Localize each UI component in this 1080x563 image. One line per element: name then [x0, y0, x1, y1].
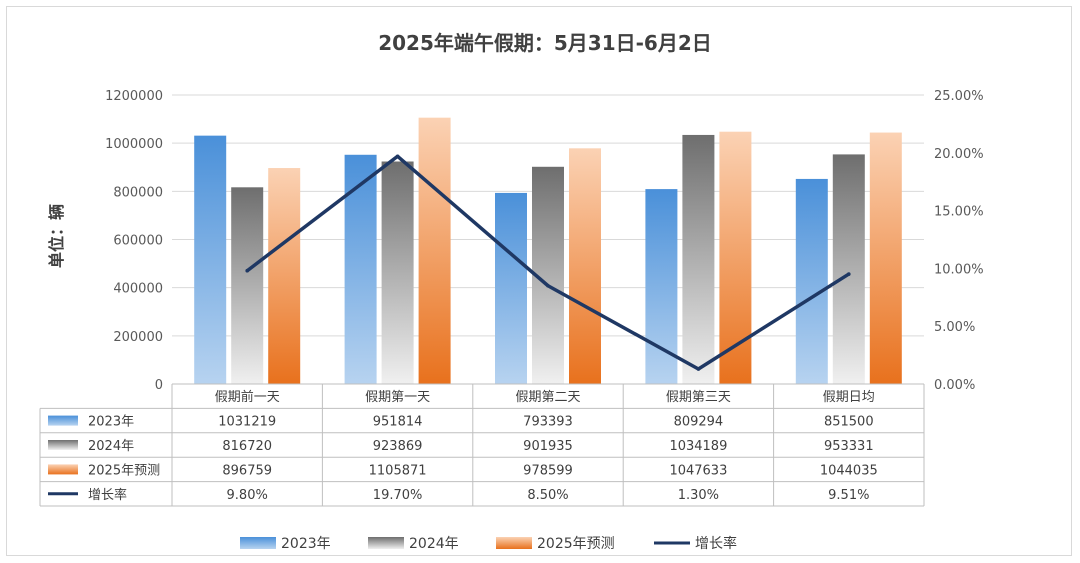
data-label: 9.80% [227, 488, 268, 503]
category-label: 假期第三天 [666, 390, 731, 405]
data-table: 假期前一天 假期第一天 假期第二天 假期第三天 假期日均 2023年 1031219 9518… [39, 383, 925, 507]
legend-label: 2024年 [409, 536, 459, 552]
y-tick-label: 600000 [113, 234, 163, 249]
growth-rate-point-2 [546, 283, 550, 288]
category-label: 假期前一天 [215, 389, 280, 405]
data-label: 978599 [523, 463, 573, 478]
growth-rate-point-0 [245, 268, 249, 273]
bar-0-1 [344, 154, 377, 384]
bar-0-3 [645, 189, 678, 384]
y2-tick-label: 20.00% [934, 147, 984, 162]
data-label: 19.70% [373, 488, 423, 503]
growth-rate-point-4 [847, 272, 851, 276]
growth-rate-point-1 [395, 154, 400, 159]
data-label: 1.30% [678, 488, 719, 503]
data-label: 793393 [523, 415, 573, 430]
y-tick-label: 800000 [113, 185, 163, 200]
bar-1-1 [381, 161, 414, 384]
y2-tick-label: 0.00% [934, 378, 975, 393]
data-label: 1034189 [669, 439, 727, 454]
legend-label: 增长率 [695, 535, 737, 552]
bar-0-2 [495, 192, 527, 384]
y2-tick-label: 5.00% [934, 320, 975, 335]
y-tick-label: 0 [155, 378, 163, 393]
data-label: 851500 [824, 415, 874, 430]
data-label: 901935 [523, 439, 573, 454]
bar-0-0 [194, 135, 227, 384]
y2-axis-ticks: 25.00% 20.00% 15.00% 10.00% 5.00% 0.00% [934, 89, 984, 393]
y-axis-ticks: 1200000 1000000 800000 600000 400000 200000 0 [105, 89, 163, 393]
growth-line [245, 154, 851, 371]
data-label: 809294 [674, 415, 724, 430]
data-label: 8.50% [527, 488, 568, 503]
bar-2-4 [869, 132, 902, 384]
y2-tick-label: 10.00% [934, 262, 984, 277]
table-key-2 [48, 464, 78, 475]
bar-0-4 [795, 178, 828, 384]
table-series-name: 2023年 [88, 415, 134, 430]
bar-2-0 [268, 168, 301, 384]
y-tick-label: 200000 [113, 330, 163, 345]
table-series-name: 2024年 [88, 439, 134, 454]
y2-tick-label: 15.00% [934, 205, 984, 220]
data-label: 953331 [824, 439, 874, 454]
legend-label: 2023年 [281, 536, 331, 552]
table-series-name: 增长率 [88, 487, 127, 503]
data-label: 951814 [373, 415, 423, 430]
category-label: 假期日均 [823, 390, 875, 405]
data-label: 1047633 [669, 463, 727, 478]
legend-key-0 [240, 537, 276, 549]
y-tick-label: 1200000 [105, 89, 163, 104]
category-label: 假期第一天 [365, 390, 430, 405]
data-label: 9.51% [828, 488, 869, 503]
table-series-name: 2025年预测 [88, 463, 160, 478]
y2-tick-label: 25.00% [934, 89, 984, 104]
legend-label: 2025年预测 [537, 536, 615, 552]
data-label: 923869 [373, 439, 423, 454]
category-label: 假期第二天 [515, 390, 580, 405]
bar-2-2 [569, 148, 601, 384]
growth-rate-point-3 [696, 367, 701, 371]
table-key-1 [48, 440, 78, 450]
bar-1-4 [832, 154, 865, 384]
legend-key-2 [496, 537, 532, 549]
bars [194, 117, 902, 384]
bar-2-3 [719, 131, 752, 384]
data-label: 1105871 [369, 463, 427, 478]
bar-2-1 [418, 117, 451, 384]
y-tick-label: 1000000 [105, 137, 163, 152]
y-tick-label: 400000 [113, 282, 163, 297]
table-key-0 [48, 415, 78, 426]
legend: 2023年 2024年 2025年预测 增长率 [240, 535, 737, 552]
bar-1-3 [682, 134, 715, 384]
data-label: 896759 [222, 463, 272, 478]
legend-key-1 [368, 537, 404, 549]
data-label: 816720 [222, 439, 272, 454]
data-label: 1031219 [218, 415, 276, 430]
data-label: 1044035 [820, 463, 878, 478]
y-axis-label: 单位：辆 [47, 204, 66, 268]
bar-1-0 [231, 187, 264, 384]
chart-title: 2025年端午假期：5月31日-6月2日 [378, 31, 712, 55]
